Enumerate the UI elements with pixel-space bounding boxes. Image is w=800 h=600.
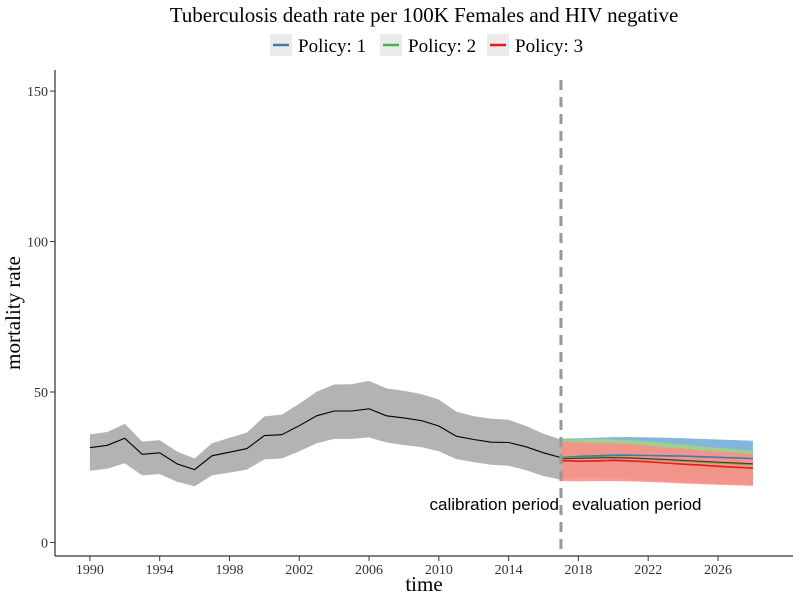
y-tick-label-150: 150 [27, 85, 48, 100]
y-tick-label-0: 0 [41, 536, 48, 551]
x-axis-label: time [405, 572, 442, 596]
y-tick-label-50: 50 [34, 386, 48, 401]
x-tick-label-2022: 2022 [634, 563, 662, 578]
annotation-calibration-period: calibration period [430, 495, 559, 514]
series-lines [89, 80, 753, 556]
uncertainty-bands [89, 380, 753, 487]
evaluation-mean-line [560, 457, 753, 465]
legend: Policy: 1 Policy: 2 Policy: 3 [270, 34, 583, 57]
x-tick-label-2006: 2006 [355, 563, 383, 578]
policy-3-band [561, 441, 753, 486]
x-tick-label-2026: 2026 [704, 563, 732, 578]
legend-label-policy-2: Policy: 2 [408, 36, 476, 57]
policy-1-line [560, 454, 753, 460]
y-axis-label: mortality rate [1, 256, 25, 370]
axes: 1990 1994 1998 2002 2006 2010 2014 2018 2022 2026… [27, 70, 793, 578]
x-tick-label-2018: 2018 [564, 563, 592, 578]
calibration-mean-line [89, 408, 562, 471]
y-tick-label-100: 100 [27, 236, 48, 251]
policy-3-line [560, 459, 753, 469]
x-tick-label-1990: 1990 [76, 563, 104, 578]
x-tick-label-1998: 1998 [215, 563, 243, 578]
legend-label-policy-3: Policy: 3 [515, 36, 583, 57]
legend-label-policy-1: Policy: 1 [298, 36, 366, 57]
calibration-band [89, 380, 562, 487]
x-tick-label-2014: 2014 [495, 563, 523, 578]
x-tick-label-1994: 1994 [146, 563, 174, 578]
x-tick-label-2002: 2002 [285, 563, 313, 578]
annotation-evaluation-period: evaluation period [572, 495, 701, 514]
x-tick-label-2010: 2010 [425, 563, 453, 578]
chart-title: Tuberculosis death rate per 100K Females… [170, 3, 679, 27]
